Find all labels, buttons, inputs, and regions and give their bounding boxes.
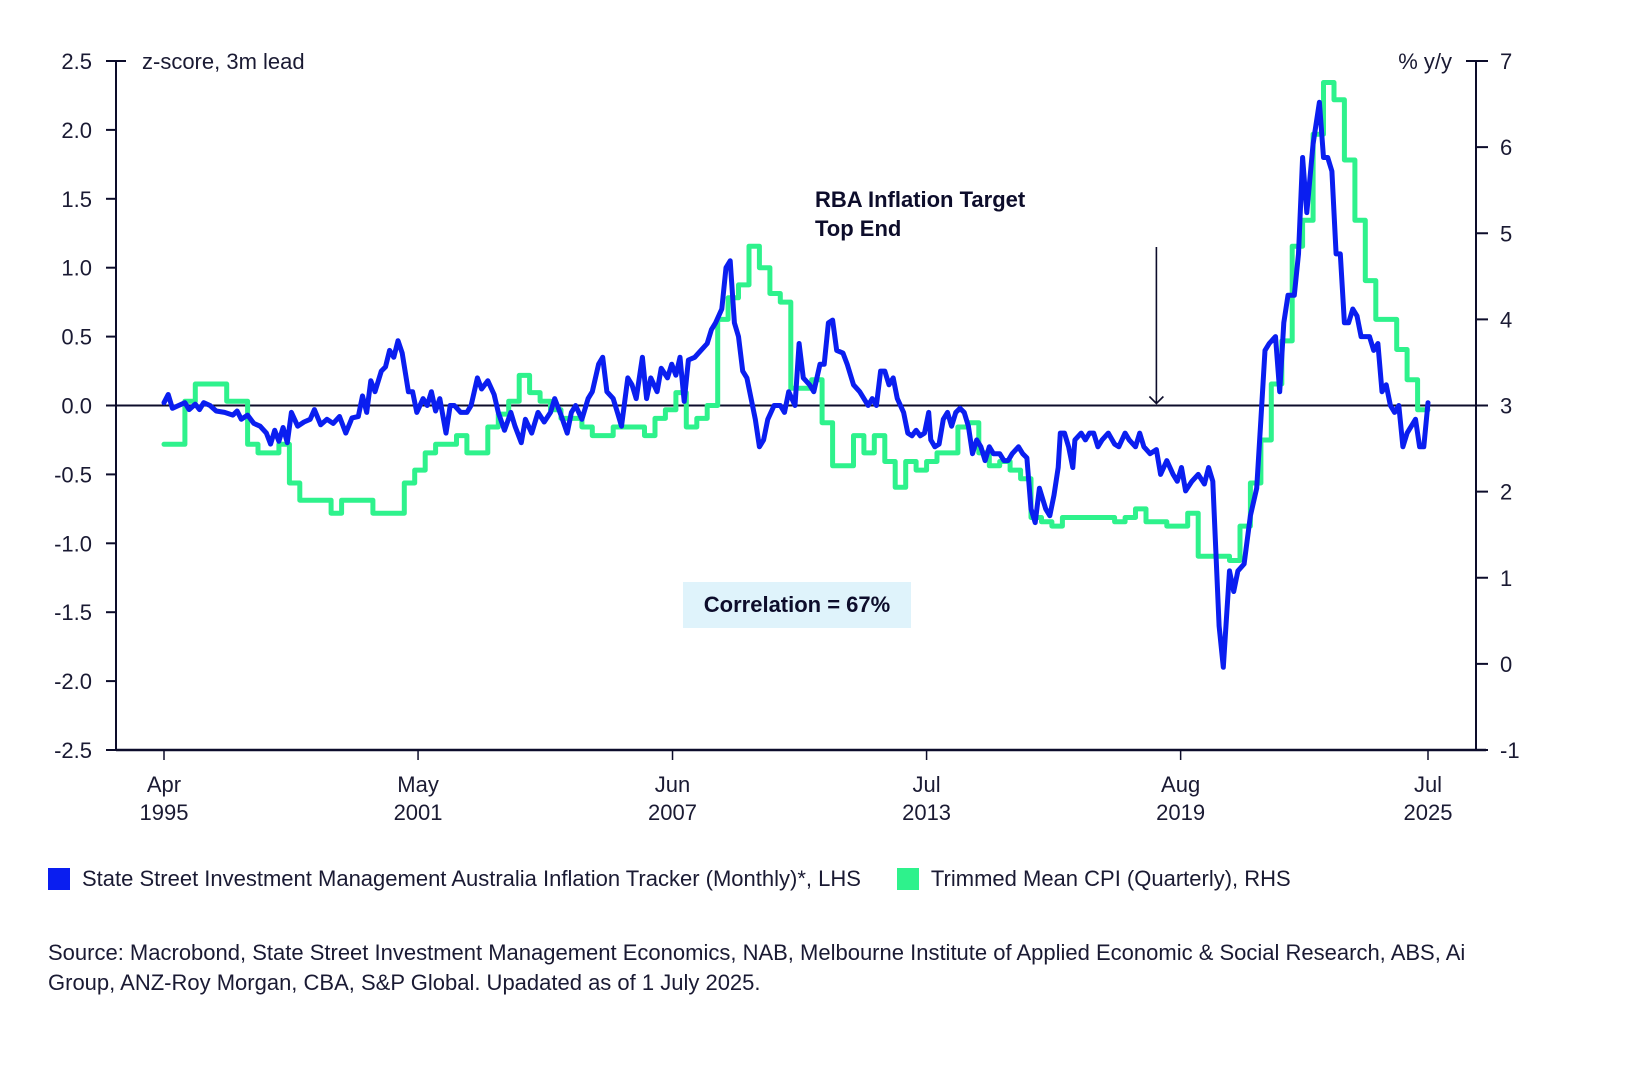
correlation-label: Correlation = 67% — [683, 582, 911, 628]
right-axis-ticks: 7 6 5 4 3 2 1 0 -1 — [1466, 49, 1520, 763]
x-tick-label-year: 2019 — [1156, 800, 1205, 825]
x-axis-ticks: Apr 1995 May 2001 Jun 2007 Jul 2013 Aug 2019 Jul 20… — [140, 750, 1453, 825]
legend-label-cpi: Trimmed Mean CPI (Quarterly), RHS — [930, 866, 1291, 891]
right-tick-label: 6 — [1500, 135, 1512, 160]
left-tick-label: -0.5 — [54, 462, 92, 487]
source-note: Source: Macrobond, State Street Investme… — [48, 940, 1466, 995]
x-tick-label-year: 2007 — [648, 800, 697, 825]
series-line-inflation-tracker — [161, 99, 1431, 670]
left-tick-label: -1.5 — [54, 600, 92, 625]
axes: 2.5 2.0 1.5 1.0 0.5 0.0 -0.5 -1.0 -1.5 -2.0 -2.5 7… — [54, 49, 1519, 825]
left-axis-ticks: 2.5 2.0 1.5 1.0 0.5 0.0 -0.5 -1.0 -1.5 -2.0 -2.5 — [54, 49, 126, 763]
x-tick-label-month: Jun — [655, 772, 690, 797]
right-tick-label: 7 — [1500, 49, 1512, 74]
left-tick-label: 1.0 — [61, 256, 92, 281]
correlation-text: Correlation = 67% — [703, 592, 891, 617]
right-tick-label: 0 — [1500, 652, 1512, 677]
left-tick-label: -1.0 — [54, 531, 92, 556]
left-tick-label: 0.5 — [61, 325, 92, 350]
left-tick-label: 0.0 — [61, 394, 92, 419]
legend-item-tracker: State Street Investment Management Austr… — [48, 866, 861, 892]
x-tick-label-month: Jul — [1414, 772, 1442, 797]
left-axis-title: z-score, 3m lead — [142, 49, 305, 74]
chart-svg: 2.5 2.0 1.5 1.0 0.5 0.0 -0.5 -1.0 -1.5 -2.0 -2.5 7… — [54, 49, 1519, 825]
x-tick-label-year: 2025 — [1404, 800, 1453, 825]
legend-item-cpi: Trimmed Mean CPI (Quarterly), RHS — [896, 866, 1291, 892]
right-axis-title: % y/y — [1398, 49, 1452, 74]
right-tick-label: 3 — [1500, 394, 1512, 419]
right-tick-label: 1 — [1500, 566, 1512, 591]
left-tick-label: -2.0 — [54, 669, 92, 694]
series-line-trimmed-mean-cpi — [161, 80, 1431, 563]
right-tick-label: 2 — [1500, 480, 1512, 505]
x-tick-label-month: Apr — [147, 772, 181, 797]
left-tick-label: 2.0 — [61, 118, 92, 143]
legend-label-tracker: State Street Investment Management Austr… — [82, 866, 861, 891]
series-layer — [161, 80, 1431, 670]
x-tick-label-month: May — [397, 772, 439, 797]
x-tick-label-year: 2001 — [394, 800, 443, 825]
left-tick-label: 2.5 — [61, 49, 92, 74]
annotations: RBA Inflation Target Top End — [815, 187, 1164, 405]
left-tick-label: 1.5 — [61, 187, 92, 212]
right-tick-label: 4 — [1500, 307, 1512, 332]
left-tick-label: -2.5 — [54, 738, 92, 763]
legend: State Street Investment Management Austr… — [48, 866, 1327, 892]
right-tick-label: 5 — [1500, 221, 1512, 246]
x-tick-label-month: Jul — [913, 772, 941, 797]
x-tick-label-month: Aug — [1161, 772, 1200, 797]
rba-arrow-head-icon — [1148, 395, 1164, 405]
rba-annotation-line2: Top End — [815, 216, 901, 241]
legend-swatch-tracker — [48, 868, 70, 890]
legend-swatch-cpi — [896, 868, 919, 890]
right-tick-label: -1 — [1500, 738, 1520, 763]
rba-annotation-line1: RBA Inflation Target — [815, 187, 1026, 212]
x-tick-label-year: 1995 — [140, 800, 189, 825]
x-tick-label-year: 2013 — [902, 800, 951, 825]
